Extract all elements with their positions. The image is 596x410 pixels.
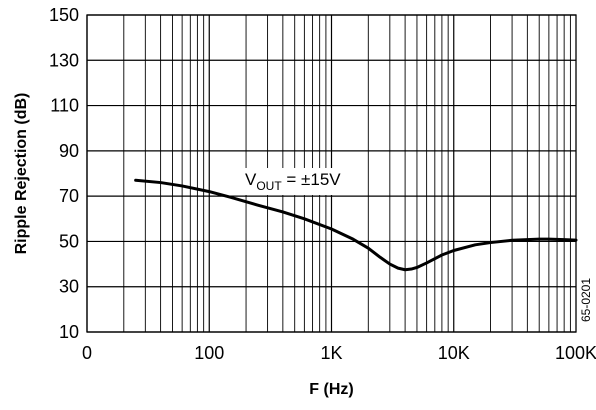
figure-id: 65-0201 — [579, 278, 593, 322]
y-tick-label: 50 — [59, 231, 79, 251]
x-tick-label: 10K — [438, 343, 470, 363]
y-tick-label: 70 — [59, 186, 79, 206]
annotation-bg-rect — [241, 168, 346, 195]
x-axis-label: F (Hz) — [309, 381, 353, 398]
vout-annotation: VOUT = ±15V — [245, 170, 341, 193]
x-tick-label: 100K — [555, 343, 596, 363]
x-tick-label: 1K — [320, 343, 342, 363]
y-tick-labels: 10 30 50 70 90 110 130 150 — [49, 5, 79, 342]
y-tick-label: 90 — [59, 141, 79, 161]
x-tick-labels: 0 100 1K 10K 100K — [82, 343, 596, 363]
x-tick-label: 0 — [82, 343, 92, 363]
x-tick-label: 100 — [194, 343, 224, 363]
y-tick-label: 130 — [49, 50, 79, 70]
y-axis-label: Ripple Rejection (dB) — [13, 93, 30, 255]
y-tick-label: 110 — [50, 96, 79, 116]
minor-grid — [123, 15, 571, 332]
annotation-suffix: = ±15V — [282, 170, 342, 189]
y-tick-label: 10 — [59, 322, 79, 342]
annotation-background — [241, 168, 346, 195]
plot-frame — [86, 14, 577, 333]
annotation-subscript: OUT — [256, 179, 282, 193]
y-tick-label: 150 — [49, 5, 79, 25]
series-line — [134, 178, 578, 272]
y-tick-label: 30 — [59, 277, 79, 297]
annotation-prefix: V — [245, 170, 257, 189]
